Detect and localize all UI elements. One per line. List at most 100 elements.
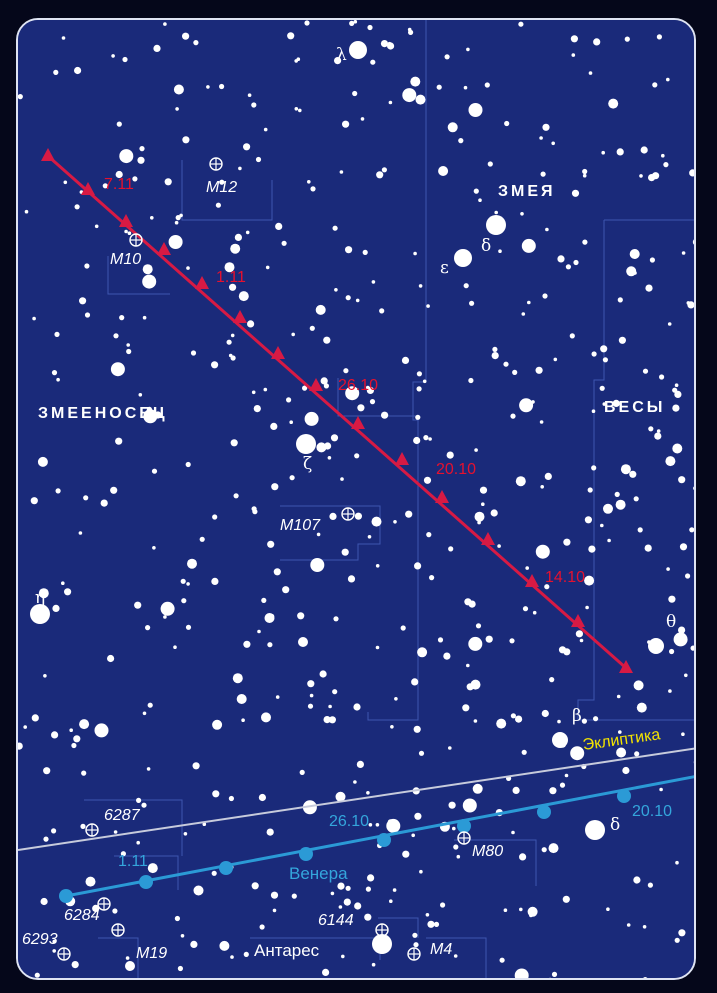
star-label-eta: η <box>35 588 46 608</box>
star <box>375 823 380 827</box>
star <box>496 718 507 729</box>
star <box>219 940 230 951</box>
star <box>115 437 123 445</box>
star <box>603 503 613 514</box>
star <box>593 38 601 46</box>
star <box>352 90 358 97</box>
star <box>511 830 515 835</box>
star <box>479 486 488 494</box>
star <box>456 854 461 859</box>
star <box>61 36 66 40</box>
star <box>356 760 364 769</box>
star <box>51 370 58 376</box>
star <box>180 578 186 584</box>
star <box>553 357 558 362</box>
star <box>443 652 451 660</box>
star <box>355 298 360 303</box>
star <box>79 297 87 305</box>
star <box>436 84 442 90</box>
venus-position-marker <box>219 861 233 875</box>
star <box>316 532 321 537</box>
star <box>347 575 356 583</box>
star <box>125 961 135 971</box>
star <box>390 725 394 729</box>
star <box>335 791 346 802</box>
star <box>614 491 620 497</box>
star <box>291 893 297 899</box>
star <box>241 718 245 722</box>
star <box>410 76 421 87</box>
mars-position-marker <box>309 378 323 391</box>
star <box>692 239 694 245</box>
star <box>146 406 152 412</box>
star <box>294 59 299 63</box>
bright-star <box>296 434 316 454</box>
star <box>411 833 416 838</box>
star <box>527 300 531 305</box>
star <box>388 100 393 105</box>
star <box>573 259 579 266</box>
star <box>544 584 550 590</box>
bright-star <box>552 732 568 748</box>
venus-label: Венера <box>289 864 348 883</box>
star <box>71 961 79 969</box>
star <box>247 93 252 97</box>
star <box>668 689 672 693</box>
star <box>498 249 502 253</box>
star <box>659 787 663 792</box>
star <box>541 709 549 718</box>
constellation-ophiuchus: ЗМЕЕНОСЕЦ <box>38 405 168 422</box>
star <box>153 44 161 52</box>
star <box>182 136 190 144</box>
star <box>492 346 498 352</box>
star <box>51 731 59 739</box>
star <box>522 606 529 612</box>
star <box>481 502 485 507</box>
star <box>185 624 192 630</box>
star <box>233 493 239 499</box>
star <box>186 582 190 586</box>
star <box>585 605 589 610</box>
star <box>418 750 425 756</box>
star <box>134 601 142 609</box>
mars-position-marker <box>481 532 495 545</box>
star <box>119 149 134 164</box>
star <box>137 156 145 164</box>
star <box>679 543 688 551</box>
star <box>616 148 624 156</box>
star <box>415 414 421 420</box>
boundary-line <box>454 839 537 886</box>
star <box>322 968 330 977</box>
star <box>494 210 499 215</box>
star <box>160 601 175 616</box>
star <box>211 577 219 586</box>
star <box>591 409 596 414</box>
star <box>112 908 118 914</box>
star <box>570 746 585 761</box>
star <box>466 683 474 691</box>
star <box>466 47 470 52</box>
star <box>142 264 153 275</box>
star <box>624 36 630 42</box>
star <box>163 22 167 26</box>
star <box>468 377 474 384</box>
star <box>187 558 197 569</box>
star <box>138 393 143 397</box>
chart-canvas <box>18 20 694 978</box>
star <box>339 170 344 174</box>
star <box>211 361 219 369</box>
star <box>271 483 279 491</box>
bright-star <box>648 638 664 654</box>
globular-cluster-icon <box>341 507 355 521</box>
star <box>659 374 665 380</box>
star <box>272 908 277 913</box>
star <box>267 642 273 648</box>
star <box>179 213 183 218</box>
star <box>416 386 422 392</box>
star <box>591 351 597 357</box>
star <box>73 735 81 743</box>
star <box>84 312 91 318</box>
star <box>539 420 544 424</box>
star-label-beta: β <box>572 706 582 726</box>
star <box>640 146 648 154</box>
